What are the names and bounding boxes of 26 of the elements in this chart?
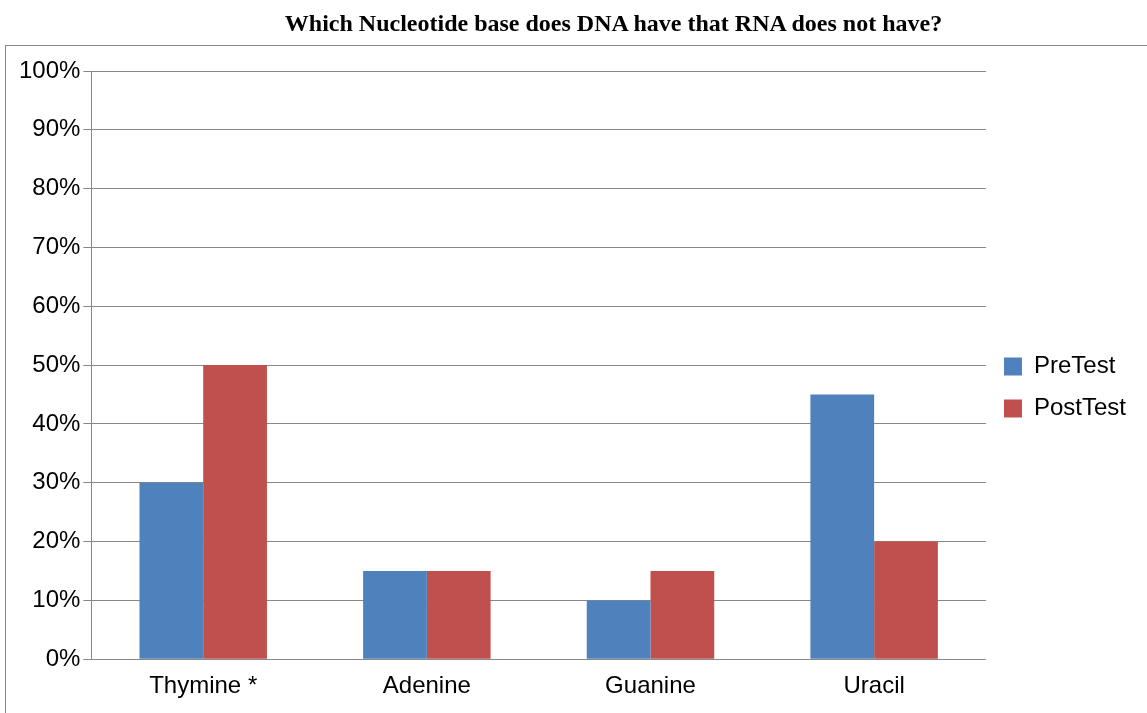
y-tick-label: 100% <box>18 55 81 83</box>
y-tick-label: 70% <box>32 232 81 260</box>
bar <box>203 365 267 659</box>
bar <box>810 394 875 659</box>
bar <box>874 541 938 659</box>
y-tick-label: 80% <box>32 173 81 201</box>
x-tick-label: Adenine <box>382 671 471 699</box>
bar <box>139 482 204 659</box>
y-tick-label: 30% <box>32 467 81 495</box>
y-tick-label: 0% <box>45 643 81 671</box>
x-tick-label: Guanine <box>605 671 696 699</box>
bar <box>586 600 651 659</box>
bar <box>363 570 427 659</box>
y-tick-label: 50% <box>32 349 81 377</box>
y-tick-label: 90% <box>32 114 81 142</box>
y-tick-label: 40% <box>32 408 81 436</box>
legend-label: PostTest <box>1033 393 1127 421</box>
x-tick-label: Uracil <box>843 671 905 699</box>
y-tick-label: 10% <box>32 585 81 613</box>
legend-label: PreTest <box>1033 351 1116 379</box>
chart-title: Which Nucleotide base does DNA have that RNA does not have? <box>283 10 944 37</box>
bar <box>426 570 491 659</box>
x-tick-label: Thymine * <box>149 671 258 699</box>
y-tick-label: 20% <box>32 526 81 554</box>
bar <box>650 570 715 659</box>
y-tick-label: 60% <box>32 290 81 318</box>
